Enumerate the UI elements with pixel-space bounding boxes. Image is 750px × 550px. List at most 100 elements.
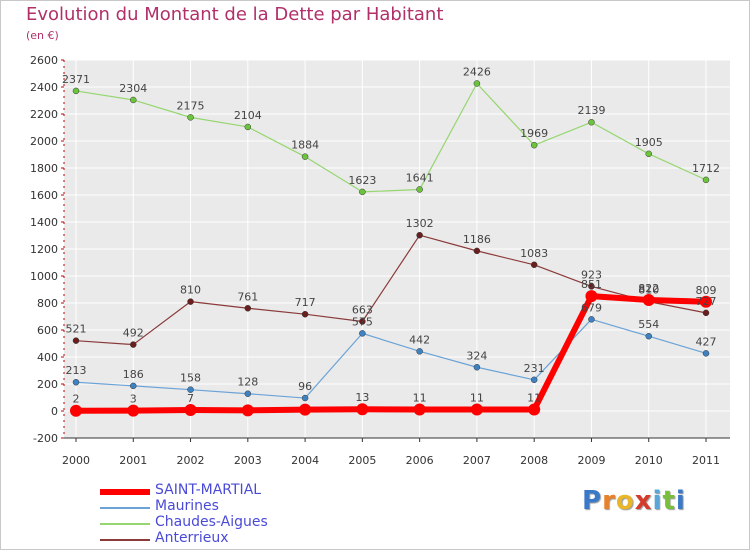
data-point	[585, 290, 598, 303]
data-label: 809	[696, 284, 717, 297]
y-tick-label: -200	[33, 432, 58, 445]
data-label: 1641	[406, 171, 434, 184]
data-point	[470, 403, 483, 416]
logo-letter: i	[675, 486, 686, 516]
data-point	[299, 403, 312, 416]
x-tick-label: 2005	[348, 454, 376, 467]
proxiti-logo: Proxiti	[582, 486, 686, 516]
data-point	[130, 382, 137, 390]
data-label: 1969	[520, 127, 548, 140]
y-tick-label: 800	[37, 297, 58, 310]
data-label: 186	[123, 368, 144, 381]
data-point	[130, 341, 137, 348]
data-label: 810	[180, 284, 201, 297]
data-point	[473, 364, 481, 371]
data-label: 324	[466, 349, 487, 362]
data-point	[72, 337, 80, 344]
data-point	[187, 114, 194, 121]
data-point	[530, 261, 538, 269]
legend-label: Maurines	[155, 498, 219, 514]
x-tick-label: 2003	[234, 454, 262, 467]
data-point	[72, 378, 80, 386]
data-point	[301, 310, 309, 318]
data-label: 7	[187, 392, 194, 405]
data-label: 2175	[177, 99, 205, 112]
data-point	[416, 231, 423, 239]
x-tick-label: 2000	[62, 454, 90, 467]
data-label: 851	[581, 278, 602, 291]
y-tick-label: 1000	[30, 270, 58, 283]
data-label: 1905	[635, 136, 663, 149]
legend-swatch	[100, 507, 150, 509]
data-label: 2304	[119, 82, 147, 95]
chart-title: Evolution du Montant de la Dette par Hab…	[26, 4, 444, 25]
series-line-maurines	[75, 318, 707, 399]
x-tick-label: 2001	[119, 454, 147, 467]
y-tick-label: 1800	[30, 162, 58, 175]
legend-label: SAINT-MARTIAL	[155, 482, 262, 498]
data-point	[528, 403, 541, 416]
x-tick-label: 2002	[177, 454, 205, 467]
data-point	[184, 404, 197, 417]
data-label: 923	[581, 268, 602, 281]
y-tick-label: 2400	[30, 81, 58, 94]
data-point	[359, 188, 366, 196]
data-label: 2371	[62, 73, 90, 86]
y-tick-label: 600	[37, 324, 58, 337]
data-point	[416, 186, 423, 193]
data-label: 810	[638, 284, 659, 297]
series-line-chaudes-aigues	[75, 82, 707, 193]
data-label: 3	[130, 393, 137, 406]
data-point	[413, 403, 426, 416]
data-point	[473, 247, 481, 255]
data-label: 427	[696, 335, 717, 348]
data-point	[130, 96, 137, 104]
data-point	[702, 309, 710, 317]
y-tick-label: 2600	[30, 54, 58, 67]
data-point	[416, 348, 423, 355]
series-line-anterrieux	[75, 234, 707, 346]
data-label: 96	[298, 380, 312, 393]
data-point	[244, 390, 252, 397]
data-label: 717	[295, 296, 316, 309]
y-tick-label: 2000	[30, 135, 58, 148]
data-point	[700, 295, 712, 308]
data-label: 761	[237, 290, 258, 303]
legend-label: Chaudes-Aigues	[155, 514, 268, 530]
data-label: 128	[237, 376, 258, 389]
y-tick-label: 1200	[30, 243, 58, 256]
data-point	[588, 118, 595, 126]
data-label: 2	[73, 393, 80, 406]
logo-letter: i	[652, 486, 663, 516]
data-point	[356, 403, 369, 416]
data-point	[187, 298, 194, 305]
data-label: 11	[413, 392, 427, 405]
data-label: 213	[66, 364, 87, 377]
data-point	[244, 305, 252, 312]
data-label: 158	[180, 372, 201, 385]
data-label: 575	[352, 315, 373, 328]
series-line-saint-martial	[75, 293, 707, 414]
data-label: 1083	[520, 247, 548, 260]
x-tick-label: 2011	[692, 454, 720, 467]
y-tick-label: 1600	[30, 189, 58, 202]
data-point	[127, 404, 140, 417]
data-point	[530, 141, 538, 149]
data-label: 822	[638, 282, 659, 295]
logo-letter: P	[582, 486, 603, 516]
data-point	[241, 404, 254, 417]
data-point	[702, 350, 710, 357]
legend-label: Anterrieux	[155, 530, 229, 546]
data-label: 1186	[463, 233, 491, 246]
x-tick-label: 2009	[577, 454, 605, 467]
data-point	[588, 283, 595, 290]
x-tick-label: 2006	[406, 454, 434, 467]
x-tick-label: 2008	[520, 454, 548, 467]
logo-letter: r	[602, 486, 616, 516]
data-label: 492	[123, 327, 144, 340]
data-label: 231	[524, 362, 545, 375]
data-label: 663	[352, 303, 373, 316]
y-tick-label: 1400	[30, 216, 58, 229]
data-point	[530, 376, 538, 384]
